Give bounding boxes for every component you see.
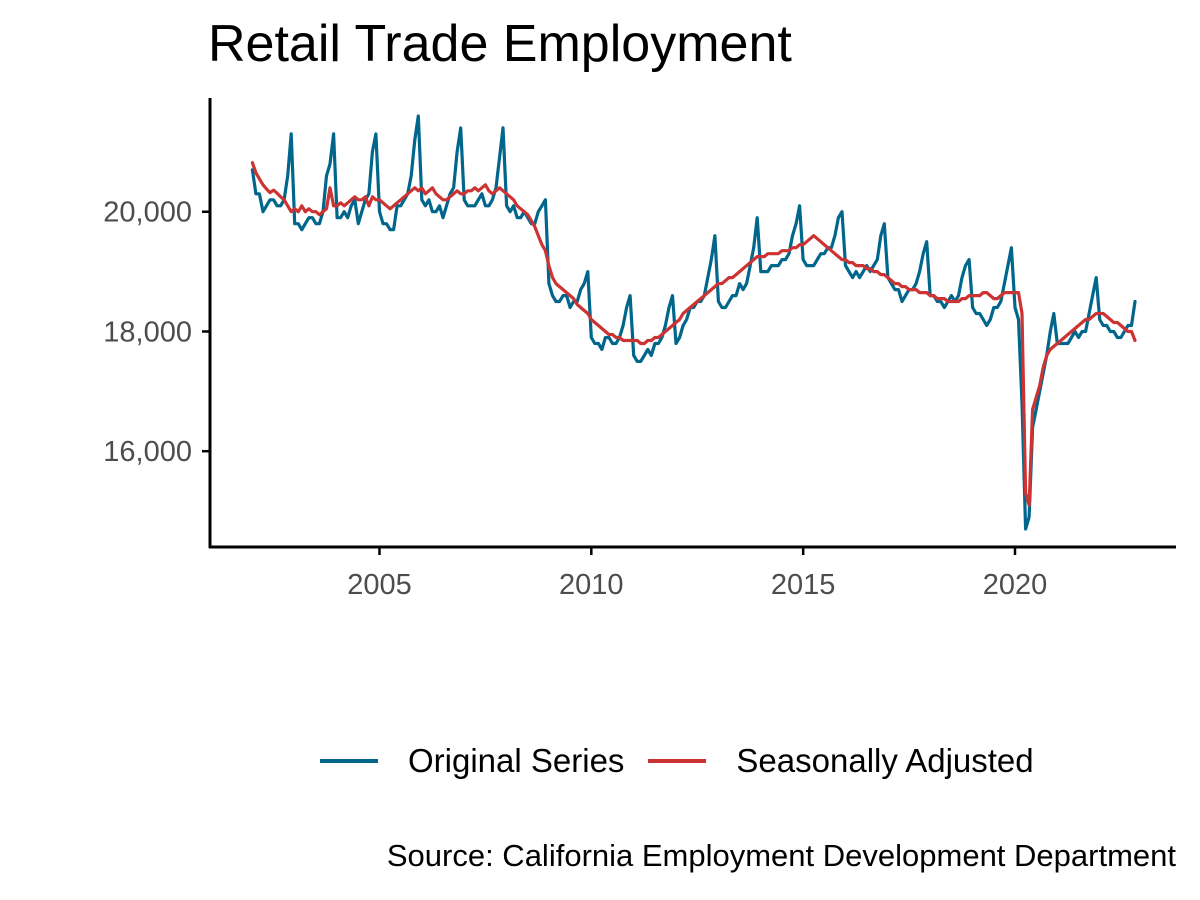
y-tick-label: 20,000 — [103, 197, 192, 229]
chart-caption: Source: California Employment Developmen… — [386, 838, 1176, 873]
legend-label-original: Original Series — [408, 742, 625, 779]
legend-item-seasonal: Seasonally Adjusted — [648, 742, 1034, 780]
x-tick-label: 2010 — [559, 569, 624, 601]
x-tick-label: 2020 — [983, 569, 1048, 601]
x-tick-label: 2015 — [771, 569, 836, 601]
y-tick-label: 16,000 — [103, 436, 192, 468]
chart-title: Retail Trade Employment — [208, 15, 792, 73]
legend-item-original: Original Series — [320, 742, 624, 780]
legend-key-original — [320, 759, 378, 763]
x-tick-label: 2005 — [347, 569, 412, 601]
legend-key-seasonal — [648, 759, 707, 763]
y-tick-label: 18,000 — [103, 316, 192, 348]
axes: 16,000 18,000 20,000 2005 2010 2015 2020 — [103, 98, 1176, 601]
seasonally-adjusted-line — [250, 161, 1137, 507]
legend-label-seasonal: Seasonally Adjusted — [736, 742, 1034, 779]
original-series-line — [250, 114, 1137, 531]
legend: Original Series Seasonally Adjusted — [320, 742, 1058, 780]
series-lines — [250, 114, 1137, 531]
